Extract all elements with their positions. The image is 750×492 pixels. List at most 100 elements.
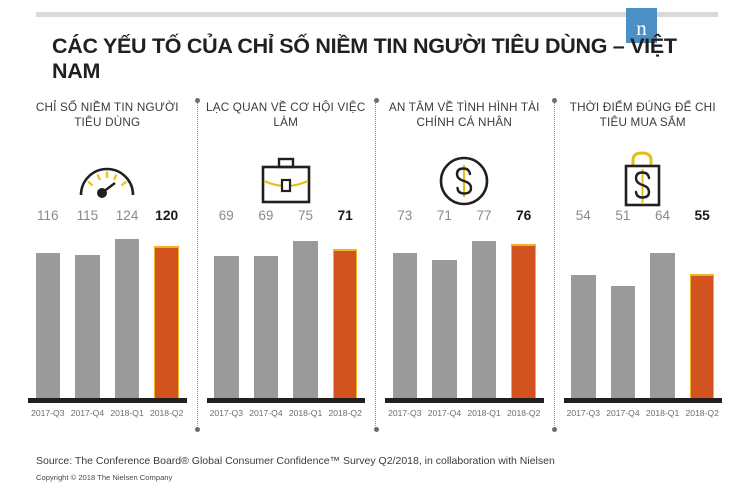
panel-divider [195,98,200,432]
bar-slot: 75 [286,208,326,399]
bar-slot: 124 [107,208,147,399]
bar-slot: 76 [504,208,544,399]
bar-chart: 69 69 75 71 [206,208,366,421]
x-tick-label: 2017-Q4 [70,408,105,418]
x-axis-line [28,398,187,403]
x-tick-label: 2018-Q2 [506,408,541,418]
gauge-icon [18,145,197,217]
x-tick-label: 2017-Q4 [249,408,283,418]
x-tick-label: 2018-Q1 [467,408,501,418]
bar-value-label-highlight: 71 [337,208,353,223]
nielsen-logo: n [626,8,657,43]
x-tick-label: 2017-Q3 [209,408,244,418]
x-tick-label: 2017-Q4 [606,408,640,418]
copyright-note: Copyright © 2018 The Nielsen Company [36,473,173,482]
page-title: CÁC YẾU TỐ CỦA CHỈ SỐ NIỀM TIN NGƯỜI TIÊ… [52,34,677,83]
panel-title: AN TÂM VỀ TÌNH HÌNH TÀI CHÍNH CÁ NHÂN [388,101,540,129]
panel-divider [552,98,557,432]
bar[interactable] [75,254,100,399]
bar-slot: 54 [564,208,604,399]
bar-highlight[interactable] [332,249,358,399]
panel-title: CHỈ SỐ NIỀM TIN NGƯỜI TIÊU DÙNG [35,101,179,129]
bar-value-label-highlight: 76 [516,208,532,223]
x-tick-label: 2017-Q3 [31,408,65,418]
bar-value-label: 73 [397,208,413,223]
x-axis-line [385,398,544,403]
panel-title: LẠC QUAN VỀ CƠ HỘI VIỆC LÀM [206,101,366,129]
x-axis-labels: 2017-Q3 2017-Q4 2018-Q1 2018-Q2 [564,405,723,421]
x-tick-label: 2018-Q2 [149,408,184,418]
bar-value-label: 71 [436,208,452,223]
x-tick-label: 2018-Q1 [288,408,323,418]
bar[interactable] [650,252,675,399]
bar[interactable] [610,285,636,399]
panel-consumer-confidence-index: CHỈ SỐ NIỀM TIN NGƯỜI TIÊU DÙNG 116 [18,100,197,445]
x-tick-label: 2018-Q1 [645,408,680,418]
bar-slot: 55 [682,208,722,399]
bar-value-label: 69 [258,208,274,223]
bar-value-label: 115 [76,208,99,223]
briefcase-icon [197,145,376,217]
shopping-bag-icon [554,145,733,217]
bar-value-label: 54 [575,208,591,223]
panel-job-prospects: LẠC QUAN VỀ CƠ HỘI VIỆC LÀM 69 69 [195,98,376,445]
bar-value-label: 77 [476,208,492,223]
x-tick-label: 2017-Q3 [388,408,422,418]
bar[interactable] [214,256,239,399]
bar-value-label: 69 [218,208,234,223]
bar[interactable] [35,252,61,399]
top-divider-rule [36,12,718,17]
panels-container: CHỈ SỐ NIỀM TIN NGƯỜI TIÊU DÙNG 116 [18,98,733,445]
bar-highlight[interactable] [689,273,715,399]
x-axis-line [563,398,722,403]
plot-area: 116 115 124 120 [28,208,187,399]
bar-value-label-highlight: 55 [694,208,710,223]
panel-spending-timing: THỜI ĐIỂM ĐÚNG ĐỂ CHI TIÊU MUA SẮM 54 [552,98,733,445]
bar[interactable] [571,275,596,399]
bar-chart: 54 51 64 55 [563,208,723,421]
bar-slot: 51 [603,208,643,399]
bar-slot: 71 [325,208,365,399]
plot-area: 73 71 77 76 [385,208,544,399]
panel-divider [373,98,379,432]
bar-highlight[interactable] [154,245,179,399]
bar-highlight[interactable] [511,244,536,399]
bar[interactable] [432,259,457,399]
bar-slot: 69 [207,208,247,399]
bar[interactable] [253,256,279,399]
bar-value-label: 75 [298,208,314,223]
bar[interactable] [471,240,497,399]
bar-value-label: 51 [615,208,631,223]
bar[interactable] [293,240,318,399]
x-tick-label: 2018-Q2 [685,408,719,418]
bar-slot: 120 [147,208,187,399]
bar-slot: 69 [246,208,286,399]
x-axis-labels: 2017-Q3 2017-Q4 2018-Q1 2018-Q2 [207,405,366,421]
bar-slot: 116 [28,208,68,399]
x-tick-label: 2017-Q3 [566,408,601,418]
bar-slot: 77 [464,208,504,399]
x-tick-label: 2017-Q4 [427,408,462,418]
bar-chart: 73 71 77 76 [385,208,544,421]
x-axis-labels: 2017-Q3 2017-Q4 2018-Q1 2018-Q2 [28,405,187,421]
plot-area: 54 51 64 55 [564,208,723,399]
bar-slot: 73 [385,208,425,399]
bar-value-label-highlight: 120 [155,208,179,223]
panel-personal-finances: AN TÂM VỀ TÌNH HÌNH TÀI CHÍNH CÁ NHÂN 73… [373,98,554,445]
bar[interactable] [114,238,140,399]
bar-slot: 64 [643,208,683,399]
bar-slot: 115 [68,208,108,399]
plot-area: 69 69 75 71 [207,208,366,399]
source-note: Source: The Conference Board® Global Con… [36,455,555,467]
bar-value-label: 124 [115,208,139,223]
panel-title: THỜI ĐIỂM ĐÚNG ĐỂ CHI TIÊU MUA SẮM [569,101,716,129]
bar-value-label: 116 [37,208,59,223]
bar-slot: 71 [425,208,465,399]
x-tick-label: 2018-Q2 [328,408,362,418]
dollar-coin-icon [375,145,554,217]
x-tick-label: 2018-Q1 [110,408,144,418]
x-axis-labels: 2017-Q3 2017-Q4 2018-Q1 2018-Q2 [385,405,544,421]
x-axis-line [206,398,365,403]
bar[interactable] [392,252,418,399]
